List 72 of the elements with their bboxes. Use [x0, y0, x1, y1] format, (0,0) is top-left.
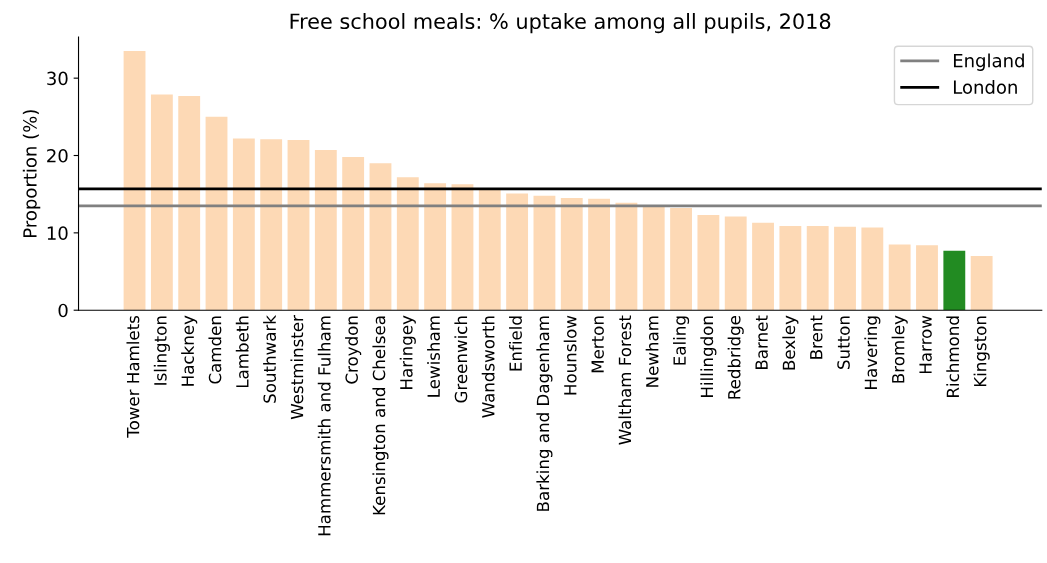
- x-tick-label: Southwark: [263, 315, 277, 403]
- x-tick-label: Ealing: [673, 316, 690, 365]
- y-tick-label: 30: [47, 71, 68, 86]
- bar: [670, 208, 692, 311]
- y-tick-label: 10: [47, 226, 68, 240]
- x-tick-label: Enfield: [509, 316, 522, 371]
- bar: [369, 163, 392, 311]
- x-tick-label: Newham: [645, 316, 659, 387]
- bar: [560, 198, 583, 311]
- x-tick-label: Islington: [153, 316, 170, 385]
- x-tick-label: Hackney: [181, 315, 198, 386]
- bar: [314, 150, 337, 311]
- x-tick-label: Bexley: [782, 315, 799, 370]
- x-tick-label: Hillingdon: [700, 316, 717, 397]
- y-tick-label: 0: [58, 303, 68, 318]
- bar: [752, 222, 774, 311]
- x-tick-label: Lewisham: [427, 316, 440, 397]
- bar: [724, 216, 747, 311]
- bar: [506, 193, 529, 311]
- bar: [451, 184, 474, 311]
- x-tick-label: Barking and Dagenham: [536, 316, 553, 511]
- x-tick-label: Hounslow: [563, 315, 577, 395]
- bar: [478, 189, 501, 311]
- bar: [150, 94, 173, 311]
- bar: [970, 256, 993, 311]
- bar: [834, 226, 856, 311]
- x-tick-label: Harrow: [919, 315, 932, 374]
- x-tick-label: Croydon: [345, 316, 362, 384]
- bar: [342, 157, 365, 311]
- bar: [861, 227, 884, 311]
- bar: [642, 206, 665, 311]
- bar: [615, 202, 638, 311]
- bar: [888, 244, 911, 311]
- bar: [205, 116, 228, 311]
- bar: [916, 245, 938, 311]
- bar: [588, 198, 611, 311]
- y-axis-title: Proportion (%): [22, 110, 41, 237]
- x-tick-label: Hammersmith and Fulham: [317, 316, 331, 536]
- x-tick-label: Merton: [591, 316, 604, 373]
- bar: [260, 139, 283, 311]
- bar: [533, 195, 556, 311]
- y-tick-label: 20: [47, 148, 68, 163]
- x-tick-label: Waltham Forest: [618, 315, 632, 445]
- bar: [123, 51, 146, 311]
- bar: [779, 225, 802, 311]
- x-tick-label: Westminster: [290, 315, 304, 420]
- x-tick-label: Redbridge: [727, 315, 744, 399]
- legend-label: London: [953, 79, 1017, 94]
- x-tick-label: Kensington and Chelsea: [372, 316, 389, 515]
- x-tick-label: Richmond: [946, 316, 960, 397]
- bar: [697, 215, 720, 311]
- x-tick-label: Barnet: [755, 315, 768, 369]
- bar: [806, 225, 829, 311]
- x-tick-label: Kingston: [973, 316, 990, 387]
- x-tick-label: Lambeth: [235, 316, 249, 388]
- bar: [178, 95, 201, 311]
- x-tick-label: Sutton: [837, 316, 850, 369]
- x-tick-label: Havering: [864, 316, 881, 389]
- x-tick-label: Camden: [208, 316, 222, 384]
- chart-title: Free school meals: % uptake among all pupils, 2018: [290, 12, 831, 34]
- x-tick-label: Bromley: [891, 315, 908, 383]
- legend-label: England: [953, 53, 1024, 71]
- bar: [287, 140, 310, 311]
- x-tick-label: Greenwich: [454, 316, 468, 403]
- x-tick-label: Tower Hamlets: [126, 315, 140, 438]
- x-tick-label: Wandsworth: [481, 316, 495, 418]
- bar: [943, 250, 966, 311]
- x-tick-label: Brent: [810, 315, 823, 359]
- bar: [424, 183, 447, 311]
- bar: [396, 177, 419, 311]
- bar: [232, 138, 255, 311]
- x-tick-label: Haringey: [399, 315, 416, 389]
